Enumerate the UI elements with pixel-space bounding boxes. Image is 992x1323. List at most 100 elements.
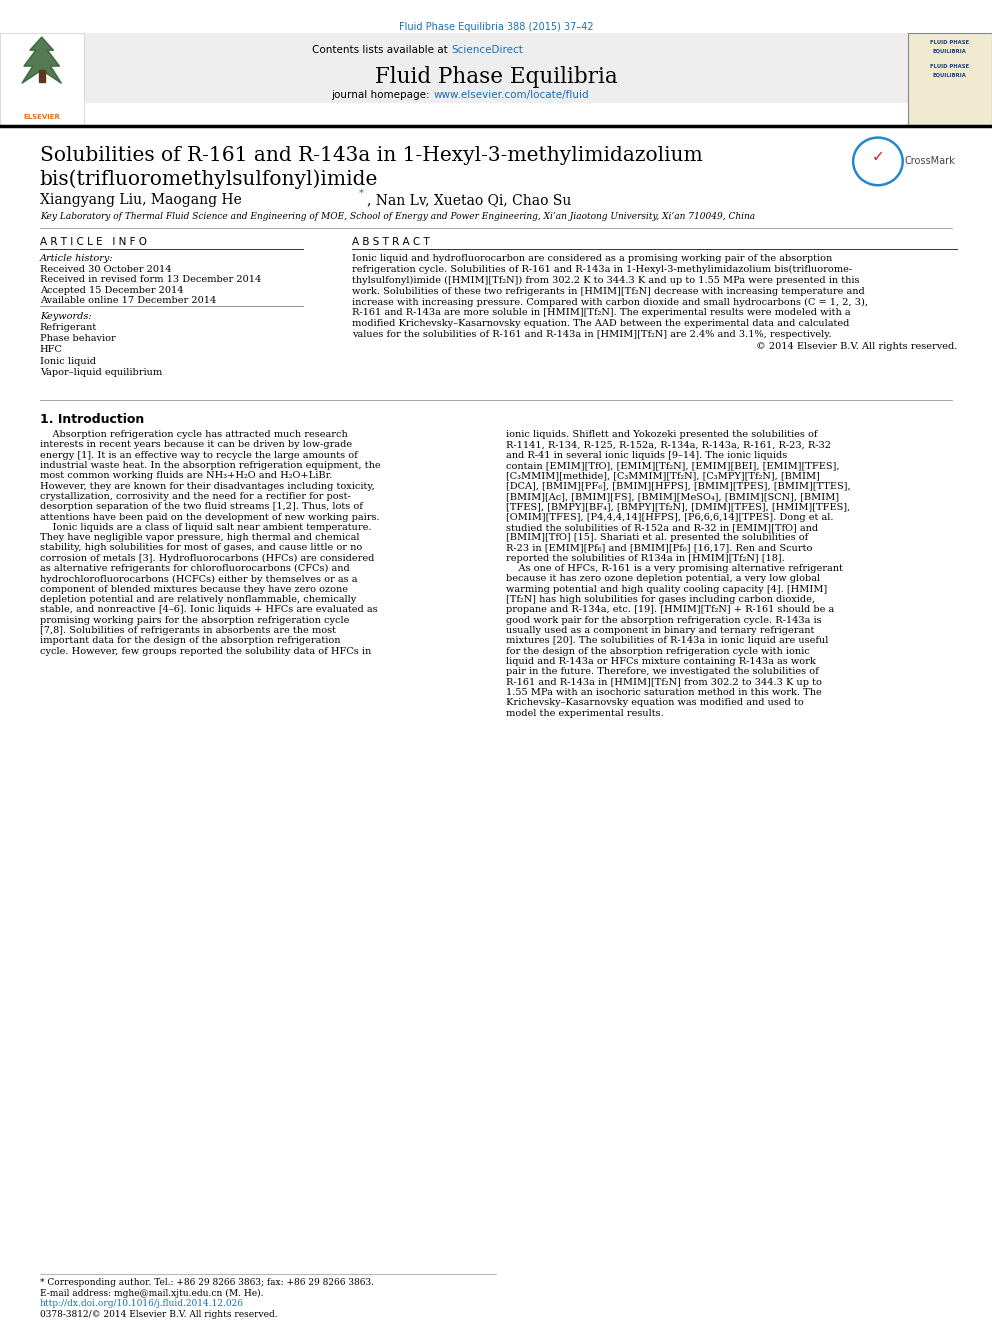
Text: [Tf₂N] has high solubilities for gases including carbon dioxide,: [Tf₂N] has high solubilities for gases i…	[506, 595, 814, 605]
Text: HFC: HFC	[40, 345, 62, 355]
Text: as alternative refrigerants for chlorofluorocarbons (CFCs) and: as alternative refrigerants for chlorofl…	[40, 564, 349, 573]
Text: warming potential and high quality cooling capacity [4]. [HMIM]: warming potential and high quality cooli…	[506, 585, 827, 594]
Text: good work pair for the absorption refrigeration cycle. R-143a is: good work pair for the absorption refrig…	[506, 615, 821, 624]
Text: modified Krichevsky–Kasarnovsky equation. The AAD between the experimental data : modified Krichevsky–Kasarnovsky equation…	[352, 319, 849, 328]
Text: R-161 and R-143a are more soluble in [HMIM][Tf₂N]. The experimental results were: R-161 and R-143a are more soluble in [HM…	[352, 308, 851, 318]
Text: Received in revised form 13 December 2014: Received in revised form 13 December 201…	[40, 275, 261, 284]
Text: contain [EMIM][TfO], [EMIM][Tf₂N], [EMIM][BEI], [EMIM][TFES],: contain [EMIM][TfO], [EMIM][Tf₂N], [EMIM…	[506, 460, 839, 470]
Text: , Nan Lv, Xuetao Qi, Chao Su: , Nan Lv, Xuetao Qi, Chao Su	[367, 193, 571, 208]
Text: because it has zero ozone depletion potential, a very low global: because it has zero ozone depletion pote…	[506, 574, 820, 583]
Text: ScienceDirect: ScienceDirect	[451, 45, 523, 56]
Text: ELSEVIER: ELSEVIER	[23, 114, 61, 120]
Text: work. Solubilities of these two refrigerants in [HMIM][Tf₂N] decrease with incre: work. Solubilities of these two refriger…	[352, 287, 865, 295]
Text: ionic liquids. Shiflett and Yokozeki presented the solubilities of: ionic liquids. Shiflett and Yokozeki pre…	[506, 430, 817, 439]
Text: liquid and R-143a or HFCs mixture containing R-143a as work: liquid and R-143a or HFCs mixture contai…	[506, 658, 815, 665]
Text: stable, and nonreactive [4–6]. Ionic liquids + HFCs are evaluated as: stable, and nonreactive [4–6]. Ionic liq…	[40, 606, 377, 614]
FancyBboxPatch shape	[84, 33, 908, 103]
Text: mixtures [20]. The solubilities of R-143a in ionic liquid are useful: mixtures [20]. The solubilities of R-143…	[506, 636, 828, 646]
Text: 1.55 MPa with an isochoric saturation method in this work. The: 1.55 MPa with an isochoric saturation me…	[506, 688, 821, 697]
Text: Refrigerant: Refrigerant	[40, 323, 97, 332]
Text: promising working pairs for the absorption refrigeration cycle: promising working pairs for the absorpti…	[40, 615, 349, 624]
Text: www.elsevier.com/locate/fluid: www.elsevier.com/locate/fluid	[434, 90, 589, 101]
Text: desorption separation of the two fluid streams [1,2]. Thus, lots of: desorption separation of the two fluid s…	[40, 503, 362, 511]
Text: thylsulfonyl)imide ([HMIM][Tf₂N]) from 302.2 K to 344.3 K and up to 1.55 MPa wer: thylsulfonyl)imide ([HMIM][Tf₂N]) from 3…	[352, 275, 860, 284]
Text: 0378-3812/© 2014 Elsevier B.V. All rights reserved.: 0378-3812/© 2014 Elsevier B.V. All right…	[40, 1310, 278, 1319]
Text: values for the solubilities of R-161 and R-143a in [HMIM][Tf₂N] are 2.4% and 3.1: values for the solubilities of R-161 and…	[352, 329, 831, 339]
Text: Available online 17 December 2014: Available online 17 December 2014	[40, 296, 216, 306]
Text: industrial waste heat. In the absorption refrigeration equipment, the: industrial waste heat. In the absorption…	[40, 460, 380, 470]
Text: corrosion of metals [3]. Hydrofluorocarbons (HFCs) are considered: corrosion of metals [3]. Hydrofluorocarb…	[40, 554, 374, 562]
Text: As one of HFCs, R-161 is a very promising alternative refrigerant: As one of HFCs, R-161 is a very promisin…	[506, 564, 843, 573]
Text: R-1141, R-134, R-125, R-152a, R-134a, R-143a, R-161, R-23, R-32: R-1141, R-134, R-125, R-152a, R-134a, R-…	[506, 441, 831, 450]
Text: * Corresponding author. Tel.: +86 29 8266 3863; fax: +86 29 8266 3863.: * Corresponding author. Tel.: +86 29 826…	[40, 1278, 374, 1287]
Text: FLUID PHASE: FLUID PHASE	[930, 64, 969, 69]
Text: [BMIM][TfO] [15]. Shariati et al. presented the solubilities of: [BMIM][TfO] [15]. Shariati et al. presen…	[506, 533, 808, 542]
Text: Phase behavior: Phase behavior	[40, 333, 115, 343]
Text: Key Laboratory of Thermal Fluid Science and Engineering of MOE, School of Energy: Key Laboratory of Thermal Fluid Science …	[40, 212, 755, 221]
Polygon shape	[22, 37, 62, 83]
Text: R-161 and R-143a in [HMIM][Tf₂N] from 302.2 to 344.3 K up to: R-161 and R-143a in [HMIM][Tf₂N] from 30…	[506, 677, 821, 687]
Text: EQUILIBRIA: EQUILIBRIA	[932, 49, 966, 54]
Text: model the experimental results.: model the experimental results.	[506, 709, 664, 717]
Text: R-23 in [EMIM][Pf₆] and [BMIM][Pf₆] [16,17]. Ren and Scurto: R-23 in [EMIM][Pf₆] and [BMIM][Pf₆] [16,…	[506, 544, 812, 553]
Text: usually used as a component in binary and ternary refrigerant: usually used as a component in binary an…	[506, 626, 814, 635]
Text: Ionic liquid: Ionic liquid	[40, 356, 95, 365]
Text: A B S T R A C T: A B S T R A C T	[352, 237, 430, 247]
Text: refrigeration cycle. Solubilities of R-161 and R-143a in 1-Hexyl-3-methylimidazo: refrigeration cycle. Solubilities of R-1…	[352, 265, 852, 274]
Text: [C₃MMIM][methide], [C₃MMIM][Tf₂N], [C₃MPY][Tf₂N], [BMIM]: [C₃MMIM][methide], [C₃MMIM][Tf₂N], [C₃MP…	[506, 471, 819, 480]
Text: However, they are known for their disadvantages including toxicity,: However, they are known for their disadv…	[40, 482, 374, 491]
Text: and R-41 in several ionic liquids [9–14]. The ionic liquids: and R-41 in several ionic liquids [9–14]…	[506, 451, 788, 459]
Text: They have negligible vapor pressure, high thermal and chemical: They have negligible vapor pressure, hig…	[40, 533, 359, 542]
FancyBboxPatch shape	[908, 33, 992, 126]
Text: hydrochlorofluorocarbons (HCFCs) either by themselves or as a: hydrochlorofluorocarbons (HCFCs) either …	[40, 574, 357, 583]
Text: EQUILIBRIA: EQUILIBRIA	[932, 73, 966, 78]
Text: © 2014 Elsevier B.V. All rights reserved.: © 2014 Elsevier B.V. All rights reserved…	[756, 343, 957, 351]
Text: Contents lists available at: Contents lists available at	[312, 45, 451, 56]
Text: Ionic liquids are a class of liquid salt near ambient temperature.: Ionic liquids are a class of liquid salt…	[40, 523, 371, 532]
Text: bis(trifluoromethylsulfonyl)imide: bis(trifluoromethylsulfonyl)imide	[40, 169, 378, 189]
Text: A R T I C L E   I N F O: A R T I C L E I N F O	[40, 237, 147, 247]
Text: stability, high solubilities for most of gases, and cause little or no: stability, high solubilities for most of…	[40, 544, 362, 553]
Text: Accepted 15 December 2014: Accepted 15 December 2014	[40, 286, 184, 295]
Text: Fluid Phase Equilibria 388 (2015) 37–42: Fluid Phase Equilibria 388 (2015) 37–42	[399, 22, 593, 33]
Text: Keywords:: Keywords:	[40, 312, 91, 321]
Text: crystallization, corrosivity and the need for a rectifier for post-: crystallization, corrosivity and the nee…	[40, 492, 350, 501]
Text: [OMIM][TFES], [P4,4,4,14][HFPS], [P6,6,6,14][TPES]. Dong et al.: [OMIM][TFES], [P4,4,4,14][HFPS], [P6,6,6…	[506, 512, 833, 521]
Text: interests in recent years because it can be driven by low-grade: interests in recent years because it can…	[40, 441, 352, 450]
Text: cycle. However, few groups reported the solubility data of HFCs in: cycle. However, few groups reported the …	[40, 647, 371, 656]
Ellipse shape	[853, 138, 903, 185]
Text: E-mail address: mghe@mail.xjtu.edu.cn (M. He).: E-mail address: mghe@mail.xjtu.edu.cn (M…	[40, 1289, 263, 1298]
FancyBboxPatch shape	[0, 33, 84, 126]
Text: Fluid Phase Equilibria: Fluid Phase Equilibria	[375, 66, 617, 89]
Text: Ionic liquid and hydrofluorocarbon are considered as a promising working pair of: Ionic liquid and hydrofluorocarbon are c…	[352, 254, 832, 263]
Text: FLUID PHASE: FLUID PHASE	[930, 40, 969, 45]
Text: journal homepage:: journal homepage:	[331, 90, 434, 101]
Text: Received 30 October 2014: Received 30 October 2014	[40, 265, 172, 274]
Text: Krichevsky–Kasarnovsky equation was modified and used to: Krichevsky–Kasarnovsky equation was modi…	[506, 699, 804, 708]
Text: [7,8]. Solubilities of refrigerants in absorbents are the most: [7,8]. Solubilities of refrigerants in a…	[40, 626, 335, 635]
Text: component of blended mixtures because they have zero ozone: component of blended mixtures because th…	[40, 585, 347, 594]
Text: increase with increasing pressure. Compared with carbon dioxide and small hydroc: increase with increasing pressure. Compa…	[352, 298, 868, 307]
Text: pair in the future. Therefore, we investigated the solubilities of: pair in the future. Therefore, we invest…	[506, 667, 818, 676]
Text: Article history:: Article history:	[40, 254, 113, 263]
Text: energy [1]. It is an effective way to recycle the large amounts of: energy [1]. It is an effective way to re…	[40, 451, 357, 459]
Text: depletion potential and are relatively nonflammable, chemically: depletion potential and are relatively n…	[40, 595, 356, 605]
Text: Absorption refrigeration cycle has attracted much research: Absorption refrigeration cycle has attra…	[40, 430, 347, 439]
Text: propane and R-134a, etc. [19]. [HMIM][Tf₂N] + R-161 should be a: propane and R-134a, etc. [19]. [HMIM][Tf…	[506, 606, 834, 614]
Text: http://dx.doi.org/10.1016/j.fluid.2014.12.026: http://dx.doi.org/10.1016/j.fluid.2014.1…	[40, 1299, 244, 1308]
Text: Vapor–liquid equilibrium: Vapor–liquid equilibrium	[40, 368, 162, 377]
Text: attentions have been paid on the development of new working pairs.: attentions have been paid on the develop…	[40, 512, 379, 521]
Text: CrossMark: CrossMark	[905, 156, 955, 167]
Text: *: *	[359, 189, 364, 198]
Text: studied the solubilities of R-152a and R-32 in [EMIM][TfO] and: studied the solubilities of R-152a and R…	[506, 523, 818, 532]
Text: reported the solubilities of R134a in [HMIM][Tf₂N] [18].: reported the solubilities of R134a in [H…	[506, 554, 785, 562]
Text: most common working fluids are NH₃+H₂O and H₂O+LiBr.: most common working fluids are NH₃+H₂O a…	[40, 471, 332, 480]
Text: [DCA], [BMIM][PF₆], [BMIM][HFPS], [BMIM][TPES], [BMIM][TTES],: [DCA], [BMIM][PF₆], [BMIM][HFPS], [BMIM]…	[506, 482, 850, 491]
Text: Solubilities of R-161 and R-143a in 1-Hexyl-3-methylimidazolium: Solubilities of R-161 and R-143a in 1-He…	[40, 146, 702, 164]
Text: [BMIM][Ac], [BMIM][FS], [BMIM][MeSO₄], [BMIM][SCN], [BMIM]: [BMIM][Ac], [BMIM][FS], [BMIM][MeSO₄], […	[506, 492, 839, 501]
Text: 1. Introduction: 1. Introduction	[40, 413, 144, 426]
Polygon shape	[39, 70, 45, 82]
Text: for the design of the absorption refrigeration cycle with ionic: for the design of the absorption refrige…	[506, 647, 809, 656]
Text: ✓: ✓	[872, 148, 884, 164]
Text: important data for the design of the absorption refrigeration: important data for the design of the abs…	[40, 636, 340, 646]
